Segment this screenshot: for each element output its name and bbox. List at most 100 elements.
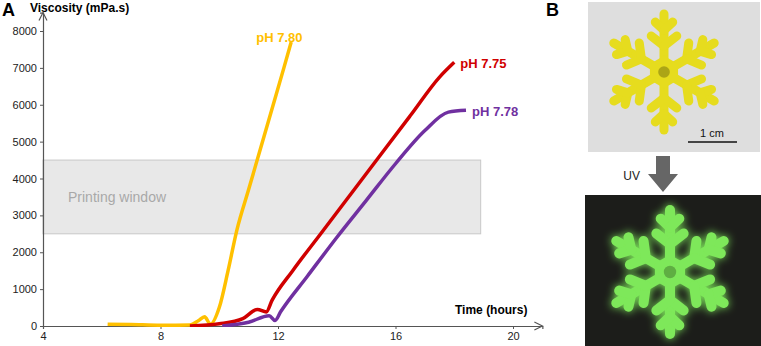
tick-label: 3000 — [13, 209, 37, 221]
snowflake-hole — [664, 266, 676, 278]
scale-bar — [688, 141, 737, 143]
snowflake-branch — [664, 22, 673, 30]
tick-label: 6000 — [13, 99, 37, 111]
snowflake-arm — [607, 61, 670, 112]
snowflake-arm — [609, 229, 676, 284]
tick-label: 7000 — [13, 62, 37, 74]
tick-label: 12 — [272, 330, 284, 342]
panel-label: A — [2, 0, 15, 20]
snowflake-branch — [633, 43, 648, 59]
tick-mark — [40, 68, 43, 69]
snowflake-center — [655, 255, 685, 290]
tick-mark — [40, 326, 43, 327]
tick-label: 2000 — [13, 246, 37, 258]
snowflake — [609, 210, 730, 334]
snowflake-arm — [609, 260, 676, 315]
snowflake-branch — [687, 54, 702, 70]
tick-mark — [40, 179, 43, 180]
snowflake-branch — [661, 317, 670, 326]
snowflake-branch — [624, 237, 636, 249]
tick: 1000 — [13, 283, 43, 295]
tick-label: 0 — [31, 320, 37, 332]
tick-mark — [40, 142, 43, 143]
arrow-label: UV — [623, 169, 640, 183]
series-label: pH 7.80 — [256, 30, 302, 45]
snowflake-branch — [626, 74, 641, 90]
tick: 2000 — [13, 246, 43, 258]
axis-line — [40, 13, 44, 326]
tick-mark — [513, 326, 514, 329]
tick: 12 — [272, 326, 284, 342]
tick-label: 16 — [390, 330, 402, 342]
printing-window — [43, 160, 481, 234]
tick-mark — [278, 326, 279, 329]
snowflake-arm — [658, 32, 721, 83]
tick-label: 1000 — [13, 283, 37, 295]
snowflake-branch — [687, 286, 703, 303]
snowflake-center — [650, 56, 678, 88]
tick: 4 — [40, 326, 46, 342]
panel-label: B — [546, 0, 559, 20]
snowflake-branch — [664, 36, 677, 46]
snowflake-branch — [655, 114, 664, 122]
tick-mark — [40, 215, 43, 216]
tick: 8 — [158, 326, 164, 342]
series-label: pH 7.78 — [472, 104, 518, 119]
axis-line — [44, 327, 543, 330]
tick: 20 — [507, 326, 519, 342]
snowflake-branch — [621, 40, 632, 52]
photo-background — [588, 2, 760, 152]
tick-label: 5000 — [13, 136, 37, 148]
lines — [108, 42, 466, 326]
photo-background — [585, 195, 761, 346]
snowflake-branch — [696, 93, 707, 105]
snowflake-branch — [616, 85, 627, 97]
tick-label: 20 — [507, 330, 519, 342]
series-line — [190, 62, 454, 326]
snowflake-branch — [670, 219, 679, 228]
snowflake-branch — [700, 47, 711, 59]
y-axis-title: Viscosity (mPa.s) — [30, 1, 129, 15]
tick-mark — [40, 31, 43, 32]
series-line — [108, 42, 292, 325]
snowflake-branch — [651, 98, 664, 108]
snowflake-hole — [658, 66, 670, 78]
snowflake-arm — [663, 229, 730, 284]
axis-arrow — [534, 322, 542, 330]
tick: 5000 — [13, 136, 43, 148]
snowflake-branch — [637, 241, 653, 258]
tick: 4000 — [13, 173, 43, 185]
tick-label: 4 — [40, 330, 46, 342]
scale-bar-label: 1 cm — [700, 127, 724, 139]
snowflake-branch — [630, 274, 646, 291]
tick: 8000 — [13, 25, 43, 37]
tick-mark — [396, 326, 397, 329]
snowflake — [607, 14, 720, 130]
tick-label: 8 — [158, 330, 164, 342]
tick-label: 4000 — [13, 173, 37, 185]
snowflake-branch — [680, 85, 695, 101]
tick: 3000 — [13, 209, 43, 221]
figure: A Printing window 0 1000 2000 3000 4000 5000 600… — [0, 0, 761, 346]
snowflake-branch — [704, 294, 716, 306]
snowflake-branch — [694, 253, 710, 270]
x-axis-title: Time (hours) — [455, 303, 527, 317]
snowflake-arm — [607, 32, 670, 83]
snowflake-branch — [670, 234, 684, 245]
y-axis: 0 1000 2000 3000 4000 5000 6000 7000 8000 — [13, 13, 44, 332]
x-axis: 4 8 12 16 20 — [40, 326, 542, 342]
snowflake-branch — [656, 300, 670, 311]
annotation-text: Printing window — [68, 189, 167, 205]
tick: 16 — [390, 326, 402, 342]
tick: 6000 — [13, 99, 43, 111]
snowflake-branch — [709, 245, 721, 257]
tick-mark — [40, 289, 43, 290]
tick-mark — [40, 252, 43, 253]
tick: 7000 — [13, 62, 43, 74]
arrow — [648, 156, 678, 192]
series-label: pH 7.75 — [460, 56, 506, 71]
panel-b: 1 cm UV — [585, 2, 761, 346]
series-line — [222, 110, 466, 326]
tick-mark — [40, 105, 43, 106]
tick-label: 8000 — [13, 25, 37, 37]
